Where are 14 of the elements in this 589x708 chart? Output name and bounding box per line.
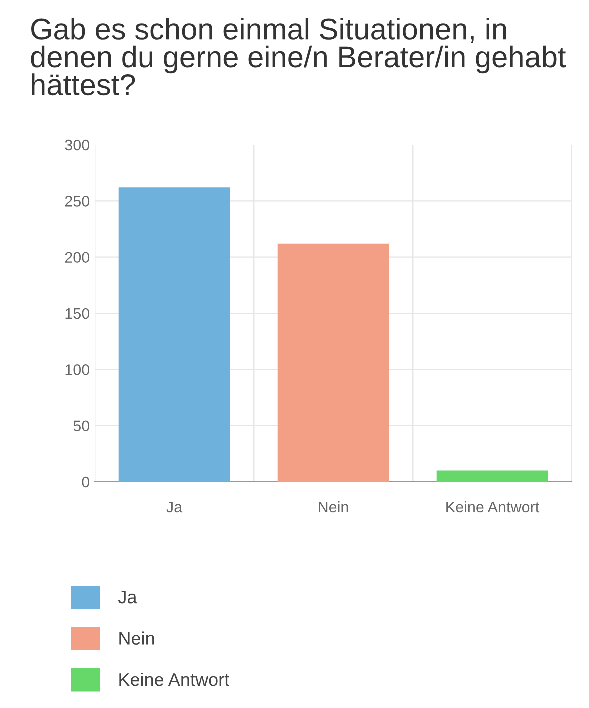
y-tick-label: 0 xyxy=(82,476,90,488)
chart-title: Gab es schon einmal Situationen, in denen du gerne eine/n Berater/in gehabt hättest? xyxy=(31,18,566,96)
y-tick-label: 150 xyxy=(66,308,90,320)
y-tick-label: 100 xyxy=(66,364,90,376)
x-tick-label: Ja xyxy=(166,502,183,513)
y-tick-label: 50 xyxy=(74,420,90,432)
y-tick-label: 250 xyxy=(65,196,90,207)
x-tick-label: Keine Antwort xyxy=(446,501,540,513)
legend-label: Nein xyxy=(120,632,154,645)
legend-label: Ja xyxy=(118,591,138,604)
x-tick-label: Nein xyxy=(319,501,348,513)
y-tick-label: 300 xyxy=(65,140,90,151)
y-tick-label: 200 xyxy=(65,252,90,264)
legend-label: Keine Antwort xyxy=(120,672,230,686)
